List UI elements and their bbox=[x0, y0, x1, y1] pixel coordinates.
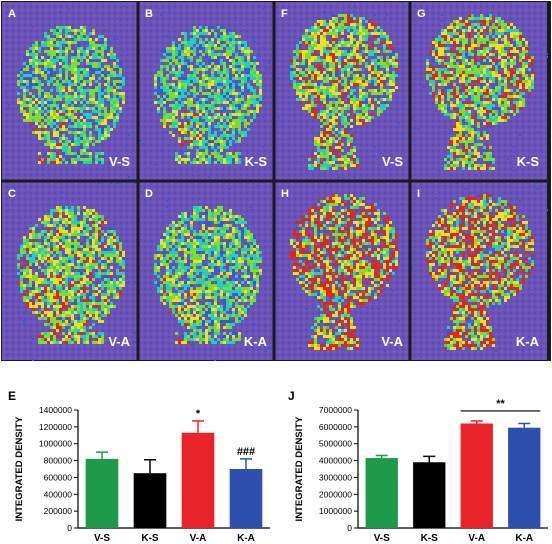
panel-condition-label: K-A bbox=[516, 334, 540, 349]
panel-letter: D bbox=[145, 188, 153, 200]
panel-condition-label: K-A bbox=[244, 334, 268, 349]
panel-condition-label: V-A bbox=[108, 334, 130, 349]
heat-map-signal bbox=[5, 5, 139, 181]
panel-letter: H bbox=[281, 188, 289, 200]
y-axis-title: INTEGRATED DENSITY bbox=[14, 416, 25, 522]
y-tick-label: 1200000 bbox=[39, 422, 72, 432]
heat-map-signal bbox=[411, 182, 548, 355]
bar-v-a bbox=[460, 423, 493, 528]
significance-label: ** bbox=[496, 398, 505, 410]
heat-map-signal bbox=[411, 5, 548, 172]
y-tick-label: 0 bbox=[67, 523, 72, 533]
y-axis-title: INTEGRATED DENSITY bbox=[294, 416, 305, 522]
category-label: V-S bbox=[374, 533, 390, 544]
y-tick-label: 2000000 bbox=[319, 489, 352, 499]
bar-v-s bbox=[85, 458, 119, 528]
chart-j: J 0 1000000 2000000 3000000 4000000 5000000 600… bbox=[288, 389, 548, 544]
micrograph-panel: D K-A bbox=[139, 182, 276, 361]
chart-letter: J bbox=[288, 389, 295, 403]
panel-condition-label: V-S bbox=[382, 154, 403, 169]
category-label: K-S bbox=[421, 533, 439, 544]
micrograph-panel: H V-A bbox=[275, 182, 411, 360]
y-tick-label: 3000000 bbox=[319, 472, 352, 482]
y-tick-label: 400000 bbox=[44, 489, 73, 499]
bar-k-a bbox=[508, 427, 541, 528]
micrograph-panel: C V-A bbox=[2, 182, 139, 361]
y-tick-label: 4000000 bbox=[319, 456, 352, 466]
heat-map-signal bbox=[275, 2, 412, 181]
category-label: K-S bbox=[141, 533, 159, 544]
significance-label: * bbox=[196, 408, 201, 420]
panel-condition-label: V-A bbox=[381, 334, 403, 349]
chart-e: E 0 200000 400000 600000 800000 1000000 1200000… bbox=[8, 389, 270, 544]
panel-condition-label: V-S bbox=[109, 154, 130, 169]
panel-condition-label: K-S bbox=[245, 154, 268, 169]
micrograph-panels: A V-S B K-S F V-S G K-S C V-A D K-A H V-A I K-A bbox=[1, 1, 551, 361]
micrograph-panel: I K-A bbox=[411, 182, 548, 360]
y-tick-label: 600000 bbox=[44, 472, 73, 482]
bar-v-s bbox=[365, 458, 398, 528]
micrograph-panel: A V-S bbox=[2, 2, 139, 181]
y-tick-label: 1000000 bbox=[319, 506, 352, 516]
y-tick-label: 5000000 bbox=[319, 439, 352, 449]
y-tick-label: 200000 bbox=[44, 506, 73, 516]
category-label: K-A bbox=[515, 533, 533, 544]
micrograph-panel: B K-S bbox=[139, 2, 276, 181]
heat-map-signal bbox=[2, 182, 139, 361]
micrograph-panel: F V-S bbox=[275, 2, 412, 181]
panel-letter: C bbox=[8, 188, 16, 200]
bar-v-a bbox=[181, 432, 215, 528]
heat-map-signal bbox=[139, 182, 276, 361]
chart-letter: E bbox=[8, 389, 16, 403]
y-tick-label: 7000000 bbox=[319, 405, 352, 415]
y-tick-label: 1400000 bbox=[39, 405, 72, 415]
bar-k-s bbox=[413, 462, 446, 528]
heat-map-signal bbox=[275, 182, 409, 355]
y-tick-label: 6000000 bbox=[319, 422, 352, 432]
category-label: K-A bbox=[237, 533, 255, 544]
heat-map-signal bbox=[139, 5, 276, 181]
y-tick-label: 800000 bbox=[44, 456, 73, 466]
category-label: V-A bbox=[468, 533, 485, 544]
panel-condition-label: K-S bbox=[517, 154, 540, 169]
panel-letter: B bbox=[145, 8, 153, 20]
bar-k-s bbox=[133, 473, 167, 528]
category-label: V-S bbox=[94, 533, 110, 544]
panel-letter: F bbox=[281, 8, 288, 20]
micrograph-panel: G K-S bbox=[411, 2, 548, 180]
significance-label: ### bbox=[237, 446, 255, 458]
y-tick-label: 1000000 bbox=[39, 439, 72, 449]
panel-letter: A bbox=[8, 8, 16, 20]
panel-letter: I bbox=[417, 188, 420, 200]
y-tick-label: 0 bbox=[347, 523, 352, 533]
panel-letter: G bbox=[417, 8, 426, 20]
bar-k-a bbox=[229, 469, 263, 528]
category-label: V-A bbox=[190, 533, 207, 544]
